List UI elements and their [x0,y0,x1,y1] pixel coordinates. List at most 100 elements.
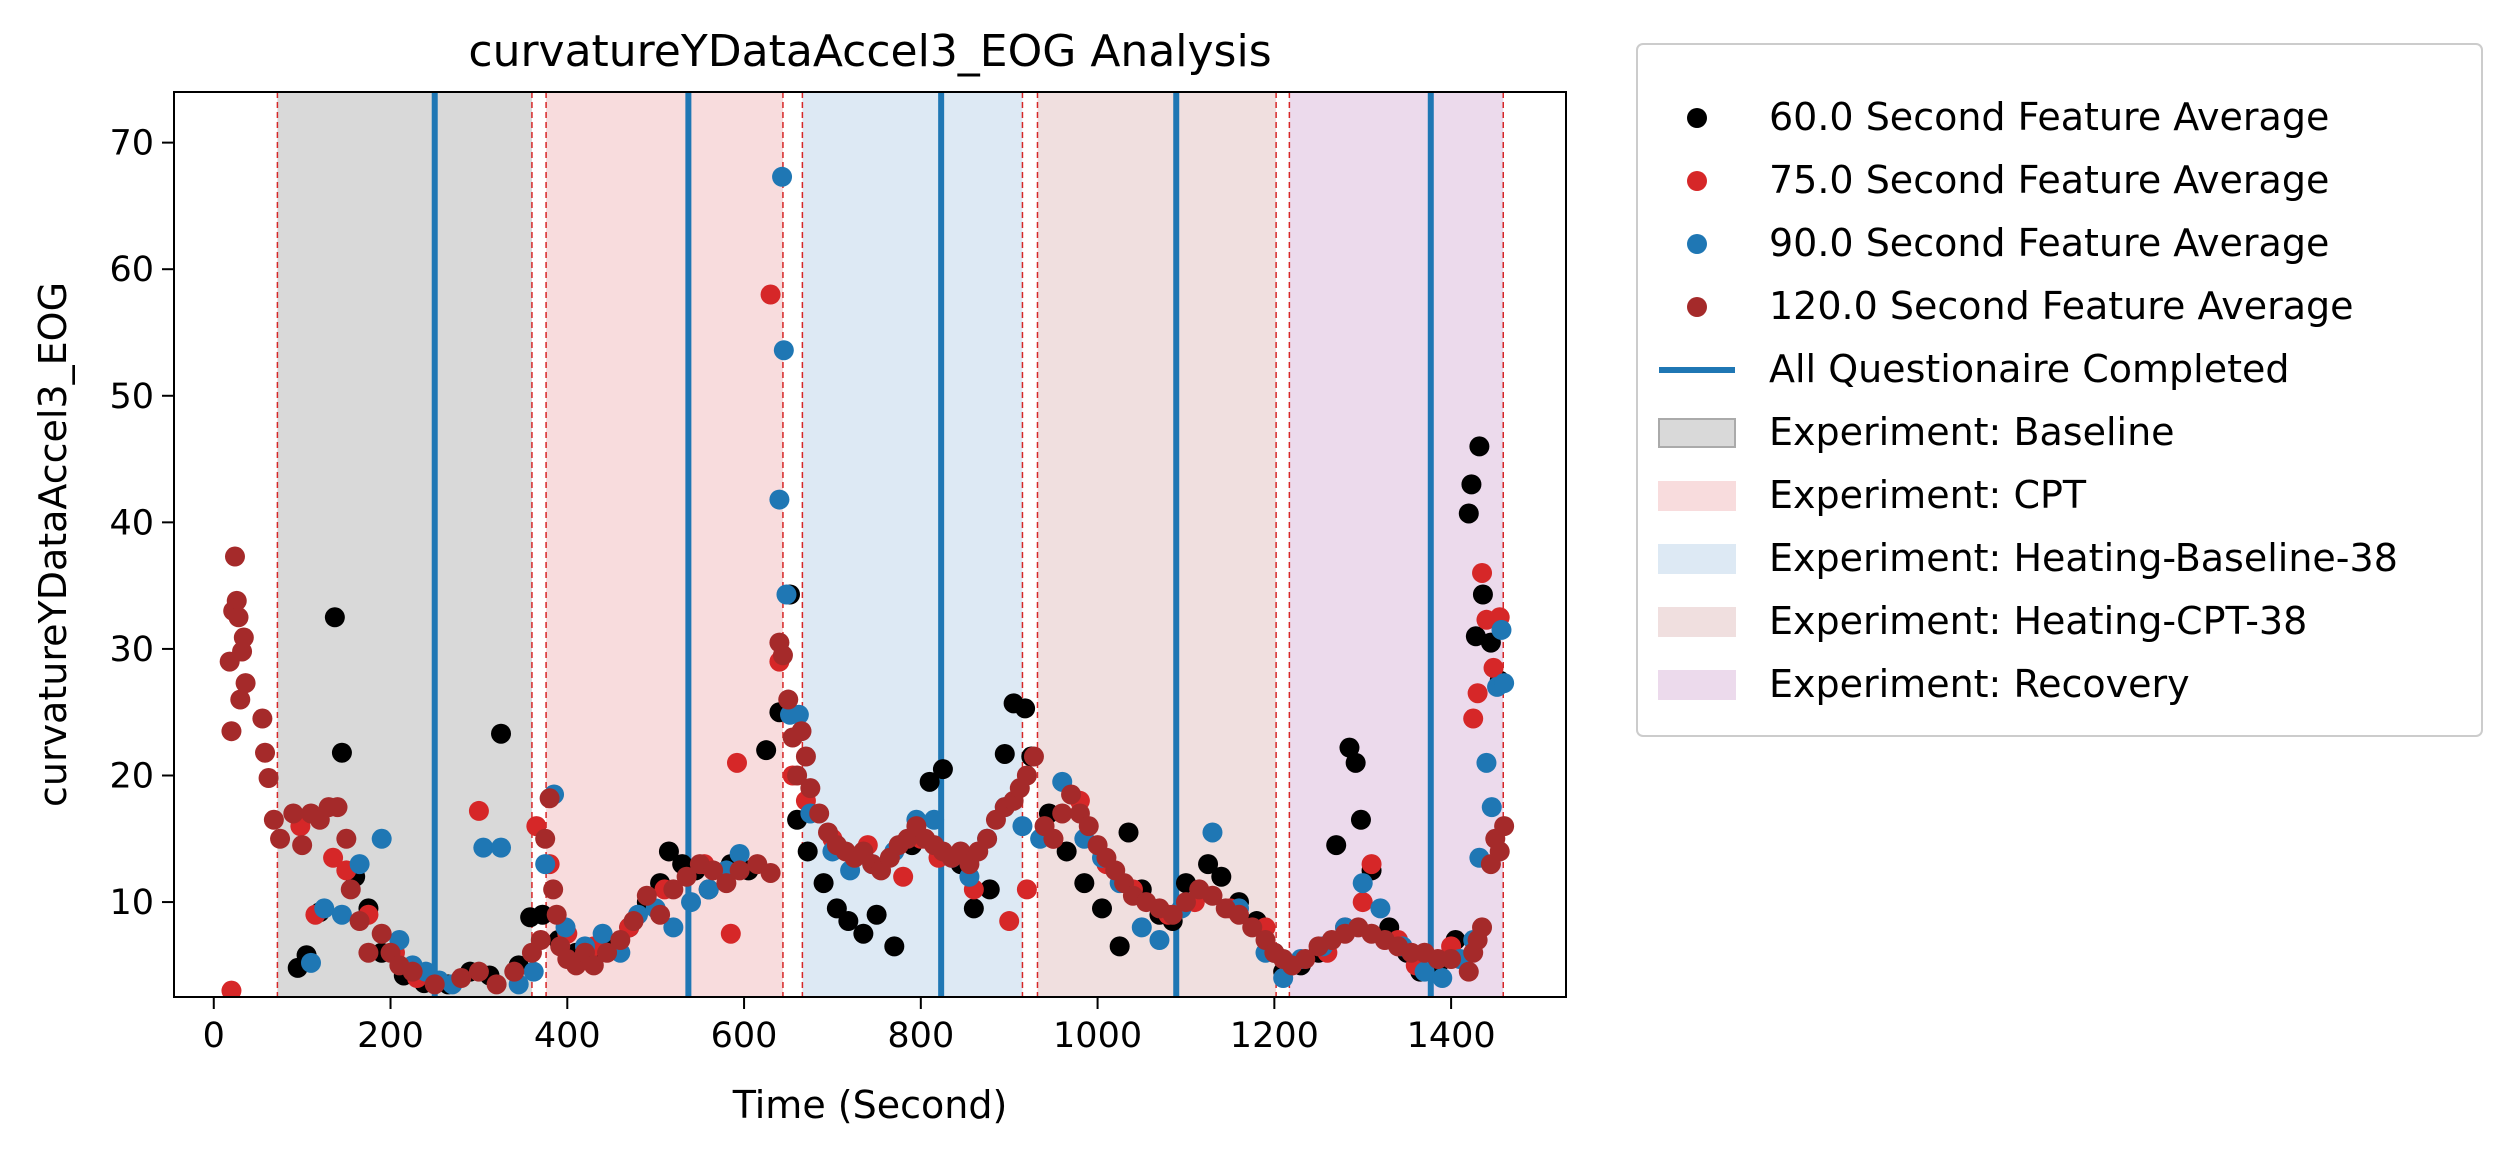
questionnaire-lines [431,92,1434,997]
legend-label: Experiment: CPT [1769,473,2087,517]
data-point [1056,841,1077,862]
data-point [252,708,273,729]
data-point [1352,873,1373,894]
data-point [994,743,1015,764]
legend-label: 75.0 Second Feature Average [1769,158,2329,202]
data-point [826,898,847,919]
data-point [314,898,335,919]
data-point [1472,584,1493,605]
data-point [226,590,247,611]
x-tick-label: 200 [357,1016,424,1056]
data-point [772,645,793,666]
x-tick-label: 1200 [1230,1016,1319,1056]
data-point [791,721,812,742]
data-point [663,879,684,900]
data-point [1472,562,1493,583]
data-point [1015,698,1036,719]
data-point [233,627,254,648]
legend-box [1636,43,2483,737]
data-point [1016,765,1037,786]
data-point [1350,809,1371,830]
y-axis-ticks: 10 20 30 40 50 60 70 [109,124,174,923]
data-point [610,930,631,951]
data-point [371,923,392,944]
data-point [756,740,777,761]
data-point [597,942,618,963]
legend-patch [1658,670,1736,700]
data-point [1109,936,1130,957]
data-point [1465,626,1486,647]
x-tick-label: 600 [711,1016,778,1056]
data-point [468,800,489,821]
data-point [324,607,345,628]
data-point [1012,816,1033,837]
y-tick-label: 30 [109,630,154,670]
data-point [583,955,604,976]
y-tick-label: 40 [109,503,154,543]
data-point [636,885,657,906]
data-point [1352,892,1373,913]
data-point [468,961,489,982]
data-point [1118,822,1139,843]
data-point [349,854,370,875]
data-point [530,930,551,951]
data-point [402,961,423,982]
data-point [1149,930,1170,951]
legend-label: 90.0 Second Feature Average [1769,221,2329,265]
y-tick-label: 20 [109,756,154,796]
data-points [219,166,1515,997]
data-point [473,837,494,858]
data-point [729,843,750,864]
data-point [358,942,379,963]
data-point [224,546,245,567]
y-tick-label: 50 [109,377,154,417]
data-point [773,340,794,361]
x-axis-label: Time (Second) [732,1083,1008,1127]
data-point [1476,752,1497,773]
data-point [795,746,816,767]
legend-patch [1658,607,1736,637]
data-point [1326,835,1347,856]
data-point [230,689,251,710]
data-point [300,952,321,973]
data-point [349,911,370,932]
data-point [1295,949,1316,970]
data-point [331,904,352,925]
data-point [532,904,553,925]
data-point [1489,841,1510,862]
data-point [1491,619,1512,640]
data-point [977,828,998,849]
data-point [720,923,741,944]
x-tick-label: 1000 [1053,1016,1142,1056]
data-point [1469,436,1490,457]
data-point [1494,673,1515,694]
data-point [592,923,613,944]
data-point [1458,503,1479,524]
data-point [1458,961,1479,982]
legend-marker [1687,234,1707,254]
data-point [716,873,737,894]
legend-label: Experiment: Recovery [1769,662,2190,706]
data-point [769,489,790,510]
data-point [424,974,445,995]
data-point [1361,854,1382,875]
data-point [924,809,945,830]
data-point [486,974,507,995]
data-point [1175,892,1196,913]
data-point [681,892,702,913]
x-tick-label: 0 [203,1016,225,1056]
data-point [760,862,781,883]
data-point [853,923,874,944]
data-point [797,841,818,862]
data-point [1202,885,1223,906]
data-point [1074,873,1095,894]
data-point [893,866,914,887]
data-point [1162,904,1183,925]
phase-band [802,92,1023,997]
chart-title: curvatureYDataAccel3_EOG Analysis [468,26,1271,77]
phase-band [277,92,532,997]
data-point [546,904,567,925]
phase-band [1037,92,1277,997]
data-point [1242,917,1263,938]
legend-label: 60.0 Second Feature Average [1769,95,2329,139]
